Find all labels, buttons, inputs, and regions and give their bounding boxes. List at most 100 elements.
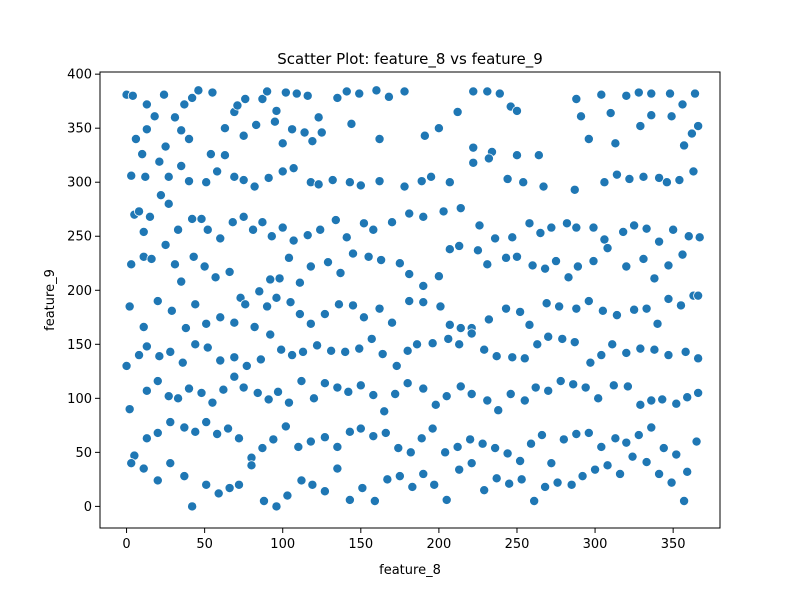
data-point	[568, 379, 579, 390]
data-point	[305, 436, 316, 447]
data-point	[227, 217, 238, 228]
data-point	[238, 175, 249, 186]
data-point	[654, 468, 665, 479]
data-point	[444, 177, 455, 188]
data-point	[354, 88, 365, 99]
data-point	[296, 376, 307, 387]
data-point	[524, 218, 535, 229]
data-point	[277, 166, 288, 177]
data-point	[646, 395, 657, 406]
data-point	[238, 130, 249, 141]
data-point	[212, 166, 223, 177]
data-point	[621, 90, 632, 101]
data-point	[126, 259, 137, 270]
data-point	[540, 481, 551, 492]
y-tick-label: 150	[67, 338, 92, 353]
data-point	[583, 133, 594, 144]
data-point	[307, 479, 318, 490]
data-point	[298, 346, 309, 357]
data-point	[169, 112, 180, 123]
data-point	[193, 85, 204, 96]
data-point	[268, 434, 279, 445]
data-point	[543, 385, 554, 396]
y-tick-label: 0	[84, 500, 92, 515]
data-point	[693, 387, 704, 398]
data-point	[307, 136, 318, 147]
data-point	[610, 433, 621, 444]
data-point	[271, 292, 282, 303]
data-point	[418, 383, 429, 394]
data-point	[374, 133, 385, 144]
data-point	[141, 124, 152, 135]
data-point	[443, 333, 454, 344]
data-point	[418, 297, 429, 308]
data-point	[596, 89, 607, 100]
data-point	[377, 349, 388, 360]
data-point	[207, 397, 218, 408]
data-point	[533, 150, 544, 161]
data-point	[266, 231, 277, 242]
data-point	[152, 427, 163, 438]
data-point	[694, 232, 705, 243]
data-point	[557, 333, 568, 344]
data-point	[199, 261, 210, 272]
data-point	[652, 318, 663, 329]
data-point	[347, 248, 358, 259]
x-axis-label: feature_8	[379, 563, 441, 578]
data-point	[276, 344, 287, 355]
y-tick-label: 50	[75, 446, 92, 461]
data-point	[679, 140, 690, 151]
x-tick-label: 100	[270, 537, 295, 552]
data-point	[519, 353, 530, 364]
data-point	[137, 149, 148, 160]
data-point	[287, 350, 298, 361]
data-point	[190, 426, 201, 437]
data-point	[393, 443, 404, 454]
data-point	[454, 240, 465, 251]
data-point	[241, 360, 252, 371]
data-point	[184, 383, 195, 394]
data-point	[335, 267, 346, 278]
data-point	[368, 224, 379, 235]
data-point	[440, 447, 451, 458]
data-point	[263, 172, 274, 183]
data-point	[399, 86, 410, 97]
data-point	[452, 106, 463, 117]
data-point	[627, 451, 638, 462]
data-point	[355, 380, 366, 391]
data-point	[210, 272, 221, 283]
data-point	[308, 393, 319, 404]
data-point	[202, 224, 213, 235]
data-point	[502, 448, 513, 459]
data-point	[588, 222, 599, 233]
data-point	[571, 303, 582, 314]
data-point	[444, 319, 455, 330]
data-point	[190, 299, 201, 310]
y-axis-label: feature_9	[43, 269, 58, 331]
data-point	[610, 138, 621, 149]
data-point	[358, 312, 369, 323]
data-point	[663, 260, 674, 271]
data-point	[229, 317, 240, 328]
data-point	[179, 422, 190, 433]
data-point	[479, 485, 490, 496]
x-tick-label: 200	[426, 537, 451, 552]
data-point	[472, 245, 483, 256]
data-point	[391, 360, 402, 371]
data-point	[504, 478, 515, 489]
data-point	[121, 360, 132, 371]
x-tick-label: 300	[583, 537, 608, 552]
data-point	[404, 269, 415, 280]
data-point	[134, 350, 145, 361]
data-point	[638, 171, 649, 182]
data-point	[340, 346, 351, 357]
data-point	[646, 422, 657, 433]
data-point	[163, 171, 174, 182]
data-point	[207, 87, 218, 98]
data-point	[341, 86, 352, 97]
data-point	[602, 243, 613, 254]
data-point	[427, 423, 438, 434]
data-point	[383, 91, 394, 102]
data-point	[215, 233, 226, 244]
data-point	[173, 224, 184, 235]
